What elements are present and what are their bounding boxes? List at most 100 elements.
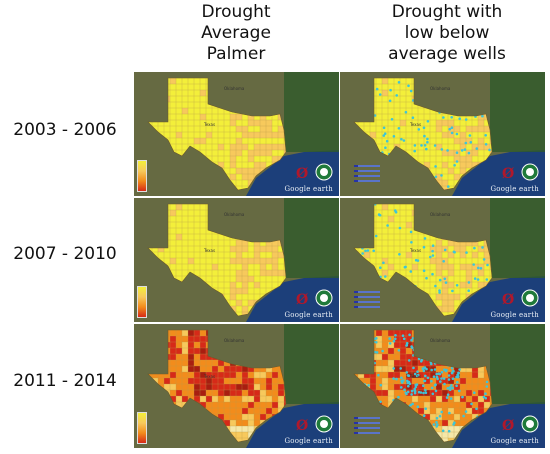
column-title-palmer: Drought Average Palmer <box>201 2 271 64</box>
county-cell <box>164 384 170 390</box>
county-cell <box>242 402 248 408</box>
well-point <box>455 151 459 154</box>
well-point <box>388 342 392 345</box>
well-point <box>485 385 489 388</box>
county-cell <box>182 360 188 366</box>
state-label-texas: Texas <box>203 248 215 253</box>
well-point <box>392 367 395 370</box>
county-cell <box>448 366 454 372</box>
county-cell <box>382 366 388 372</box>
county-cell <box>394 366 400 372</box>
county-cell <box>436 126 442 132</box>
county-cell <box>278 270 284 276</box>
well-point <box>410 338 413 342</box>
county-cell <box>236 408 242 414</box>
county-cell <box>224 372 230 378</box>
texas-outline <box>147 329 287 443</box>
county-cell <box>248 426 254 432</box>
well-legend <box>354 414 380 442</box>
county-cell <box>266 120 272 126</box>
county-cell <box>278 126 284 132</box>
county-cell <box>272 390 278 396</box>
county-cell <box>236 258 242 264</box>
county-cell <box>382 390 388 396</box>
county-cell <box>448 372 454 378</box>
county-cell <box>260 366 266 372</box>
well-point <box>426 120 430 123</box>
county-cell <box>448 300 454 306</box>
well-point <box>422 126 426 130</box>
county-cell <box>242 258 248 264</box>
county-cell <box>448 438 454 442</box>
county-cell <box>454 408 460 414</box>
county-cell <box>436 180 442 186</box>
county-cell <box>248 168 254 174</box>
county-cell <box>472 402 478 408</box>
county-cell <box>242 384 248 390</box>
county-cell <box>448 414 454 420</box>
county-cell <box>436 366 442 372</box>
gulf-of-mexico <box>452 402 545 448</box>
well-point <box>410 346 414 349</box>
county-cell <box>266 384 272 390</box>
county-cell <box>442 120 448 126</box>
well-point <box>390 118 394 121</box>
well-point <box>481 246 484 249</box>
well-point <box>424 388 427 392</box>
county-cell <box>236 168 242 174</box>
gulf-of-mexico <box>246 150 339 196</box>
map-panel-palmer-2011-2014: Oklahoma Texas Ø Google earth <box>134 324 339 448</box>
county-cell <box>394 360 400 366</box>
well-point <box>423 366 427 369</box>
well-point <box>447 378 451 381</box>
county-cell <box>164 378 170 384</box>
well-point <box>383 132 387 135</box>
county-cell <box>206 402 212 408</box>
county-cell <box>454 402 460 408</box>
county-cell <box>478 408 484 414</box>
county-cell <box>242 144 248 150</box>
county-cell <box>478 126 484 132</box>
well-point <box>407 84 410 88</box>
well-point <box>407 359 411 362</box>
county-cell <box>394 330 400 336</box>
county-cell <box>248 258 254 264</box>
county-cell <box>418 360 424 366</box>
county-cell <box>436 240 442 246</box>
well-point <box>432 423 436 426</box>
county-cell <box>388 348 394 354</box>
well-point <box>443 368 446 371</box>
county-cell <box>218 372 224 378</box>
county-cell <box>176 378 182 384</box>
county-cell <box>260 408 266 414</box>
county-cell <box>218 402 224 408</box>
well-point <box>467 289 470 292</box>
county-cell <box>448 120 454 126</box>
gulf-of-mexico <box>246 402 339 448</box>
county-cell <box>230 150 236 156</box>
county-cell <box>194 384 200 390</box>
county-cell <box>212 396 218 402</box>
city-label-oklahoma: Oklahoma <box>224 212 245 217</box>
column-title-wells: Drought with low below average wells <box>388 2 506 64</box>
county-cell <box>206 378 212 384</box>
county-cell <box>454 156 460 162</box>
well-point <box>404 391 408 395</box>
gulf-of-mexico <box>452 150 545 196</box>
county-cell <box>242 246 248 252</box>
well-point <box>435 372 438 376</box>
well-point <box>377 373 380 377</box>
county-cell <box>478 372 484 378</box>
county-cell <box>382 354 388 360</box>
county-cell <box>248 390 254 396</box>
county-cell <box>148 372 152 378</box>
well-point <box>462 414 465 418</box>
county-cell <box>278 390 284 396</box>
well-point <box>448 411 451 415</box>
county-cell <box>266 408 272 414</box>
county-cell <box>266 126 272 132</box>
county-cell <box>242 282 248 288</box>
county-cell <box>442 438 448 442</box>
county-cell <box>200 396 206 402</box>
agency-seal-center <box>526 168 534 176</box>
